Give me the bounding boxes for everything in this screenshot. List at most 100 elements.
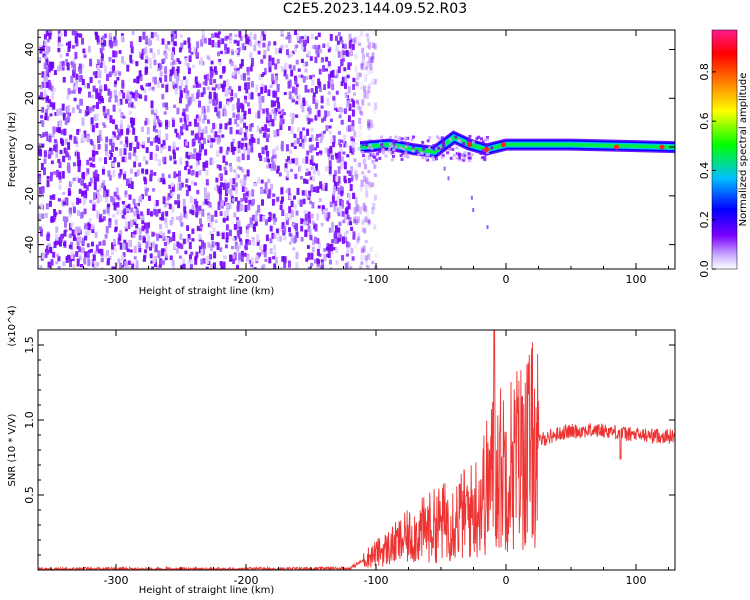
noise-cell [273, 100, 277, 107]
noise-cell [310, 88, 314, 93]
noise-cell [295, 59, 299, 65]
noise-cell [200, 92, 204, 97]
noise-cell [311, 246, 315, 252]
noise-cell [333, 170, 337, 177]
noise-cell [140, 53, 144, 60]
noise-cell [173, 242, 177, 250]
band-hotspot [614, 144, 619, 150]
noise-cell [324, 110, 328, 118]
noise-cell [96, 102, 99, 109]
noise-cell [92, 85, 96, 92]
noise-cell [290, 200, 294, 207]
noise-cell [320, 136, 324, 140]
noise-cell [162, 142, 166, 149]
noise-cell [237, 156, 241, 163]
noise-cell [345, 230, 349, 234]
noise-cell [290, 142, 294, 147]
noise-cell [369, 246, 373, 253]
y-tick-label: -40 [23, 236, 36, 254]
noise-cell [184, 118, 188, 126]
noise-cell [305, 75, 309, 81]
noise-cell [158, 122, 162, 128]
noise-cell [148, 241, 152, 247]
noise-cell [43, 89, 47, 98]
noise-cell [250, 63, 254, 67]
noise-cell [337, 130, 341, 135]
noise-cell [204, 126, 208, 134]
noise-cell [295, 251, 299, 260]
noise-cell [319, 138, 323, 143]
noise-cell [186, 238, 190, 243]
noise-cell [262, 72, 266, 76]
noise-cell [348, 41, 352, 49]
noise-cell [98, 248, 101, 254]
noise-cell [117, 258, 121, 263]
noise-cell [81, 117, 85, 126]
noise-cell [367, 170, 371, 174]
noise-cell [256, 239, 260, 246]
noise-cell [155, 200, 159, 207]
noise-cell [151, 109, 154, 115]
band-speckle [417, 153, 420, 157]
noise-cell [247, 77, 251, 81]
noise-cell [316, 259, 320, 265]
band-speckle [468, 139, 472, 143]
noise-cell [301, 40, 304, 44]
band-speckle [455, 156, 459, 160]
noise-cell [316, 266, 320, 269]
noise-cell [119, 123, 123, 129]
noise-cell [269, 237, 273, 244]
noise-cell [218, 173, 222, 178]
noise-cell [299, 131, 303, 140]
noise-cell [179, 97, 182, 104]
noise-cell [112, 59, 115, 63]
noise-cell [271, 199, 275, 206]
noise-cell [285, 213, 289, 221]
noise-cell [167, 47, 171, 52]
noise-cell [164, 53, 168, 60]
noise-cell [148, 38, 151, 47]
noise-cell [357, 232, 361, 239]
noise-cell [352, 236, 356, 240]
noise-cell [115, 187, 119, 195]
noise-cell [232, 138, 236, 143]
noise-cell [302, 39, 306, 47]
noise-cell [231, 185, 235, 191]
noise-cell [367, 218, 371, 224]
noise-cell [351, 124, 355, 132]
noise-cell [326, 254, 329, 258]
noise-cell [332, 96, 336, 101]
noise-cell [114, 80, 118, 85]
noise-cell [252, 214, 256, 221]
noise-cell [288, 64, 292, 69]
noise-cell [135, 264, 139, 269]
noise-cell [258, 252, 261, 257]
noise-cell [295, 157, 299, 166]
noise-cell [102, 209, 106, 215]
noise-cell [183, 76, 187, 81]
noise-cell [180, 222, 184, 227]
noise-cell [161, 38, 165, 45]
noise-cell [224, 123, 228, 130]
noise-cell [50, 85, 54, 92]
noise-cell [100, 267, 104, 269]
noise-cell [43, 167, 46, 176]
noise-cell [350, 247, 354, 254]
noise-cell [176, 147, 179, 151]
noise-cell [106, 112, 110, 121]
noise-cell [271, 232, 275, 239]
noise-cell [323, 116, 327, 121]
noise-cell [58, 162, 62, 169]
noise-cell [309, 235, 313, 240]
noise-cell [304, 213, 308, 221]
noise-cell [162, 139, 166, 146]
noise-cell [161, 232, 165, 240]
noise-cell [188, 96, 192, 105]
noise-cell [246, 144, 250, 151]
noise-cell [46, 71, 50, 78]
noise-cell [57, 158, 61, 163]
noise-cell [347, 62, 351, 70]
noise-cell [68, 233, 72, 239]
noise-cell [292, 247, 296, 251]
noise-cell [92, 144, 96, 150]
